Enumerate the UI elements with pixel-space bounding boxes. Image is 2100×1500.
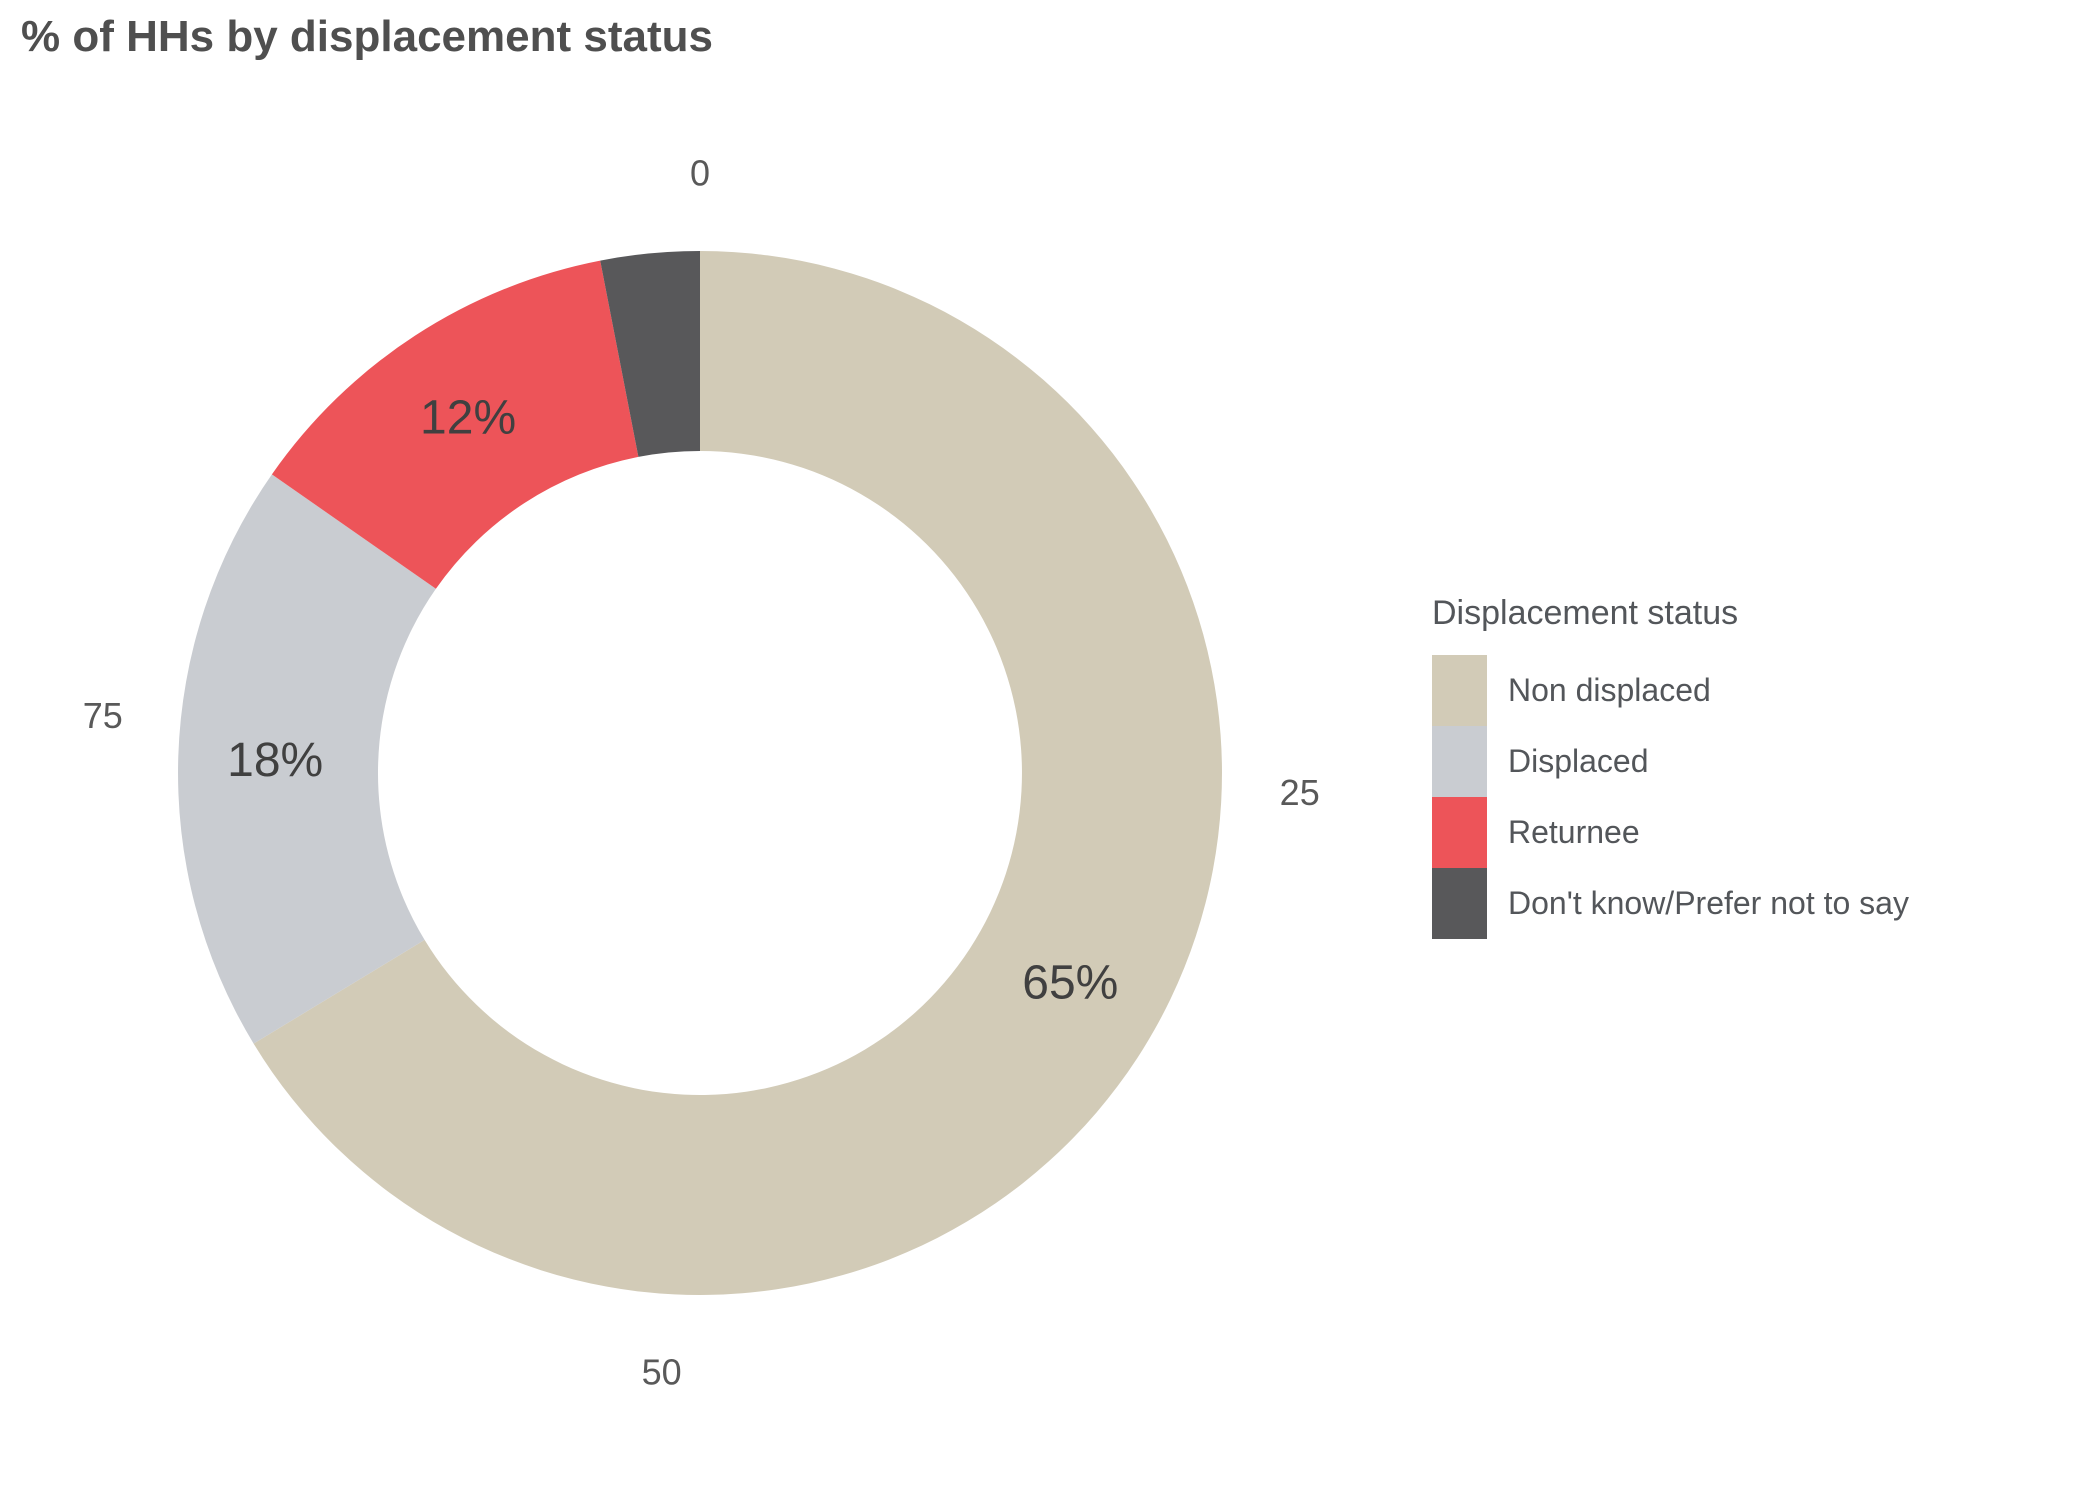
axis-tick-label-0: 0 — [690, 153, 710, 194]
legend-item-label: Non displaced — [1508, 672, 1711, 708]
legend-item-non-displaced[interactable]: Non displaced — [1432, 655, 1909, 726]
axis-tick-label-50: 50 — [642, 1351, 682, 1392]
legend-item-label: Don't know/Prefer not to say — [1508, 885, 1909, 921]
segment-label-returnee: 12% — [420, 392, 516, 445]
legend-title: Displacement status — [1432, 594, 1739, 632]
segment-label-displaced: 18% — [227, 734, 323, 787]
legend-swatch-non-displaced — [1432, 655, 1487, 726]
legend-item-label: Returnee — [1508, 814, 1640, 850]
donut-segment-non-displaced[interactable] — [253, 251, 1222, 1295]
legend: Displacement status Non displaced Displac… — [1432, 594, 1909, 939]
legend-swatch-displaced — [1432, 726, 1487, 797]
legend-item-displaced[interactable]: Displaced — [1432, 726, 1909, 797]
legend-item-don-t-know-prefer-not-to-say[interactable]: Don't know/Prefer not to say — [1432, 868, 1909, 939]
donut-segment-returnee[interactable] — [271, 260, 639, 589]
legend-items: Non displaced Displaced Returnee Don't know… — [1432, 655, 1909, 939]
chart-title: % of HHs by displacement status — [21, 12, 713, 61]
donut-segment-displaced[interactable] — [178, 474, 436, 1044]
axis-tick-label-75: 75 — [83, 695, 123, 736]
legend-item-label: Displaced — [1508, 743, 1649, 779]
donut-segment-don-t-know-prefer-not-to-say[interactable] — [600, 250, 700, 457]
legend-swatch-returnee — [1432, 797, 1487, 868]
axis-tick-label-25: 25 — [1280, 772, 1320, 813]
segment-label-non-displaced: 65% — [1022, 956, 1118, 1009]
legend-item-returnee[interactable]: Returnee — [1432, 797, 1909, 868]
legend-swatch-don-t-know-prefer-not-to-say — [1432, 868, 1487, 939]
